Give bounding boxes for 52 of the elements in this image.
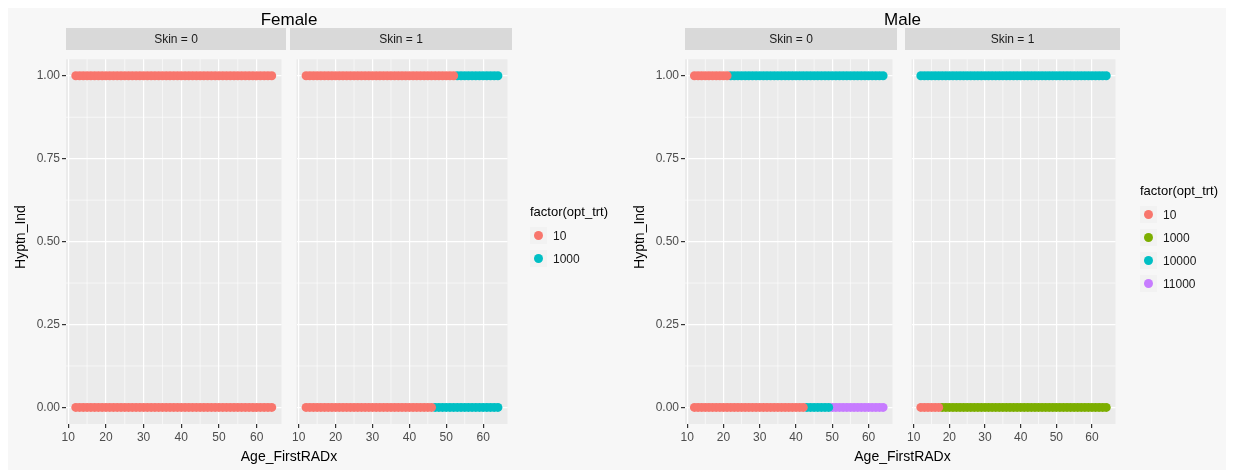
x-tick-label: 20 xyxy=(942,429,957,444)
y-tick-label: 0.50 xyxy=(36,233,61,248)
legend-label: 11000 xyxy=(1163,276,1196,291)
y-tick-label: 1.00 xyxy=(655,68,680,83)
x-tick-label: 60 xyxy=(249,429,264,444)
y-tick-label: 0.00 xyxy=(655,399,680,414)
x-tick-label: 40 xyxy=(402,429,417,444)
x-tick-label: 40 xyxy=(174,429,189,444)
y-axis-title: Hyptn_Ind xyxy=(630,204,648,271)
y-tick-label: 0.75 xyxy=(36,151,61,165)
legend-label: 1000 xyxy=(553,251,580,266)
x-tick-label: 40 xyxy=(1013,429,1028,444)
x-tick-label: 60 xyxy=(1085,429,1099,444)
chart-subtitle: Skin = 1 xyxy=(290,28,512,50)
x-tick-label: 10 xyxy=(292,429,306,444)
y-tick-label: 0.25 xyxy=(36,316,61,331)
x-tick-label: 10 xyxy=(680,429,695,444)
y-tick-label: 0.25 xyxy=(655,316,680,331)
legend-title: factor(opt_trt) xyxy=(1140,183,1219,200)
x-tick-label: 30 xyxy=(365,429,380,444)
x-tick-label: 50 xyxy=(212,429,226,444)
x-tick-label: 30 xyxy=(136,429,151,444)
x-tick-label: 20 xyxy=(99,429,113,444)
y-tick-label: 0.50 xyxy=(655,233,680,248)
x-tick-label: 30 xyxy=(753,429,767,444)
x-tick-label: 60 xyxy=(476,429,491,444)
legend-label: 10000 xyxy=(1163,253,1197,268)
y-tick-label: 0.00 xyxy=(36,399,61,414)
x-tick-label: 60 xyxy=(861,429,876,444)
chart-subtitle: Skin = 0 xyxy=(685,28,897,50)
x-tick-label: 40 xyxy=(789,429,803,444)
x-tick-label: 30 xyxy=(978,429,993,444)
chart-title: Female xyxy=(259,10,319,30)
chart-title: Male xyxy=(883,10,922,30)
x-axis-title: Age_FirstRADx xyxy=(853,447,952,465)
legend-title: factor(opt_trt) xyxy=(530,204,609,221)
chart-subtitle: Skin = 0 xyxy=(66,28,286,50)
x-tick-label: 50 xyxy=(1049,429,1064,444)
legend-label: 10 xyxy=(553,228,567,243)
chart-subtitle: Skin = 1 xyxy=(905,28,1120,50)
x-tick-label: 10 xyxy=(907,429,921,444)
y-axis-title: Hyptn_Ind xyxy=(11,204,29,271)
legend-label: 10 xyxy=(1163,207,1177,222)
x-tick-label: 10 xyxy=(61,429,76,444)
y-tick-label: 0.75 xyxy=(655,151,680,165)
x-tick-label: 20 xyxy=(716,429,731,444)
legend-label: 1000 xyxy=(1163,230,1190,245)
x-tick-label: 50 xyxy=(439,429,454,444)
x-tick-label: 20 xyxy=(328,429,343,444)
x-axis-title: Age_FirstRADx xyxy=(239,447,339,465)
x-tick-label: 50 xyxy=(825,429,840,444)
y-tick-label: 1.00 xyxy=(36,68,61,83)
